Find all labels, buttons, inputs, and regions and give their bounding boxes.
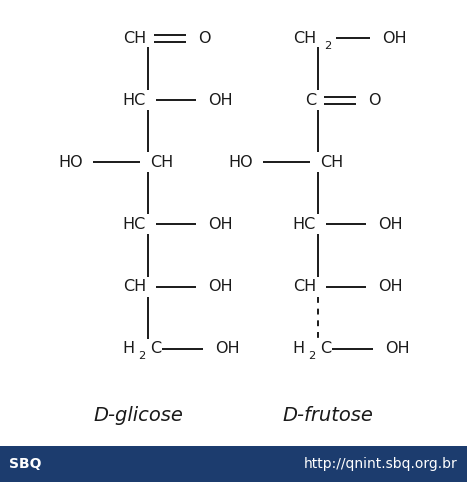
Text: C: C	[320, 341, 331, 356]
Text: HC: HC	[293, 217, 316, 232]
Text: HO: HO	[58, 155, 83, 170]
Text: OH: OH	[378, 217, 403, 232]
Text: 2: 2	[325, 41, 332, 51]
Text: CH: CH	[293, 30, 316, 46]
Text: OH: OH	[215, 341, 240, 356]
Text: H: H	[122, 341, 134, 356]
Text: D-glicose: D-glicose	[93, 406, 183, 425]
Text: HO: HO	[228, 155, 253, 170]
Text: HC: HC	[123, 217, 146, 232]
Text: 2: 2	[308, 351, 316, 361]
Text: 2: 2	[138, 351, 146, 361]
Text: C: C	[150, 341, 161, 356]
Text: O: O	[368, 93, 381, 107]
Text: CH: CH	[123, 279, 146, 294]
Text: OH: OH	[382, 30, 407, 46]
Text: CH: CH	[123, 30, 146, 46]
Text: OH: OH	[208, 279, 233, 294]
Text: O: O	[198, 30, 211, 46]
Text: CH: CH	[150, 155, 173, 170]
Text: OH: OH	[208, 217, 233, 232]
Text: OH: OH	[378, 279, 403, 294]
Text: C: C	[305, 93, 316, 107]
Text: CH: CH	[320, 155, 343, 170]
Text: D-frutose: D-frutose	[283, 406, 374, 425]
Text: OH: OH	[208, 93, 233, 107]
Text: SBQ: SBQ	[9, 457, 42, 471]
Text: CH: CH	[293, 279, 316, 294]
Text: OH: OH	[385, 341, 410, 356]
Text: HC: HC	[123, 93, 146, 107]
Text: http://qnint.sbq.org.br: http://qnint.sbq.org.br	[304, 457, 458, 471]
Text: H: H	[292, 341, 304, 356]
